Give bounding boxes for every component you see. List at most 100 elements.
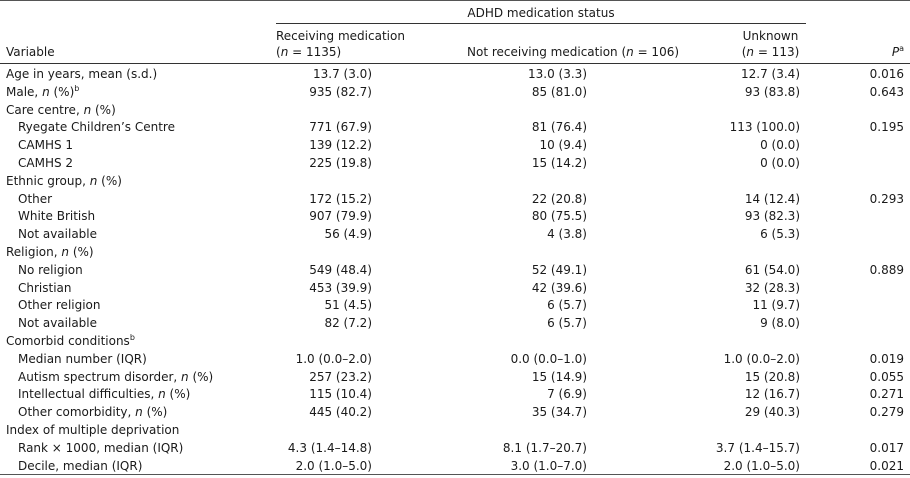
variable-header: Variable (6, 45, 55, 59)
cell-p-value: 0.016 (869, 67, 904, 81)
cell-unknown: 3.7 (1.4–15.7) (715, 440, 800, 455)
cell-not-receiving: 15 (14.9) (531, 369, 587, 384)
row-label: Not available (18, 316, 98, 331)
row-label: Comorbid conditionsb (6, 333, 135, 349)
row-label: Christian (18, 280, 72, 295)
cell-unknown: 1.0 (0.0–2.0) (723, 351, 800, 366)
cell-p-value: 0.889 (869, 262, 904, 277)
row-label: CAMHS 2 (18, 156, 74, 170)
cell-unknown: 0 (0.0) (760, 138, 800, 153)
cell-receiving: 445 (40.2) (309, 405, 372, 420)
header-rule (0, 63, 910, 64)
cell-unknown: 29 (40.3) (744, 405, 800, 420)
cell-not-receiving: 0.0 (0.0–1.0) (510, 351, 587, 366)
cell-receiving: 172 (15.2) (309, 191, 372, 206)
cell-not-receiving: 80 (75.5) (531, 209, 587, 224)
cell-p-value: 0.055 (869, 369, 904, 384)
cell-unknown: 15 (20.8) (744, 369, 800, 384)
cell-p-value: 0.195 (869, 120, 904, 135)
cell-unknown: 12.7 (3.4) (741, 67, 800, 81)
cell-p-value: 0.293 (869, 191, 904, 206)
cell-unknown: 113 (100.0) (729, 120, 800, 135)
cell-not-receiving: 85 (81.0) (531, 84, 587, 99)
row-label: Rank × 1000, median (IQR) (18, 440, 184, 455)
cell-not-receiving: 15 (14.2) (531, 156, 587, 170)
cell-unknown: 0 (0.0) (760, 156, 800, 170)
group-header: ADHD medication status (467, 6, 615, 20)
row-label: Intellectual difficulties, n (%) (18, 387, 191, 402)
cell-receiving: 139 (12.2) (309, 138, 372, 153)
row-label: White British (18, 209, 96, 224)
cell-p-value: 0.279 (869, 405, 904, 420)
cell-not-receiving: 35 (34.7) (531, 405, 587, 420)
cell-receiving: 453 (39.9) (309, 280, 372, 295)
row-label: Religion, n (%) (6, 245, 94, 259)
row-label: Ethnic group, n (%) (6, 173, 122, 188)
cell-unknown: 93 (83.8) (744, 84, 800, 99)
cell-not-receiving: 81 (76.4) (531, 120, 587, 135)
col2-header: Not receiving medication (n = 106) (467, 45, 680, 59)
row-label: Care centre, n (%) (6, 102, 116, 117)
col3-header-line2: (n = 113) (741, 45, 800, 59)
cell-not-receiving: 52 (49.1) (531, 262, 587, 277)
cell-unknown: 14 (12.4) (744, 191, 800, 206)
cell-p-value: 0.021 (869, 458, 904, 473)
row-label: Decile, median (IQR) (18, 458, 143, 473)
cell-not-receiving: 42 (39.6) (531, 280, 587, 295)
cell-receiving: 115 (10.4) (309, 387, 372, 402)
cell-receiving: 225 (19.8) (309, 156, 372, 170)
cell-receiving: 907 (79.9) (309, 209, 372, 224)
row-label: Autism spectrum disorder, n (%) (18, 369, 214, 384)
cell-unknown: 93 (82.3) (744, 209, 800, 224)
cell-receiving: 2.0 (1.0–5.0) (295, 458, 372, 473)
cell-p-value: 0.271 (869, 387, 904, 402)
row-label: Other religion (18, 298, 101, 313)
cell-receiving: 257 (23.2) (309, 369, 372, 384)
cell-not-receiving: 4 (3.8) (547, 227, 587, 242)
cell-unknown: 11 (9.7) (752, 298, 800, 313)
cell-unknown: 9 (8.0) (760, 316, 800, 331)
cell-unknown: 2.0 (1.0–5.0) (723, 458, 800, 473)
row-label: Ryegate Children’s Centre (18, 120, 175, 135)
cell-p-value: 0.019 (869, 351, 904, 366)
cell-p-value: 0.017 (869, 440, 904, 455)
row-label: Other (18, 191, 53, 206)
cell-receiving: 1.0 (0.0–2.0) (295, 351, 372, 366)
cell-not-receiving: 13.0 (3.3) (528, 67, 587, 81)
col1-header-line2: (n = 1135) (276, 45, 342, 59)
cell-receiving: 549 (48.4) (309, 262, 372, 277)
cell-unknown: 32 (28.3) (744, 280, 800, 295)
row-label: Age in years, mean (s.d.) (6, 67, 158, 81)
cell-receiving: 4.3 (1.4–14.8) (287, 440, 372, 455)
row-label: Male, n (%)b (6, 83, 80, 99)
cell-not-receiving: 6 (5.7) (547, 298, 587, 313)
col1-header-line1: Receiving medication (276, 29, 405, 43)
cell-receiving: 935 (82.7) (309, 84, 372, 99)
bottom-rule (0, 474, 910, 475)
row-label: Other comorbidity, n (%) (18, 405, 168, 420)
cell-not-receiving: 3.0 (1.0–7.0) (510, 458, 587, 473)
group-header-rule (276, 23, 806, 24)
row-label: CAMHS 1 (18, 138, 74, 153)
top-rule (0, 0, 910, 1)
cell-receiving: 771 (67.9) (309, 120, 372, 135)
row-label: Median number (IQR) (18, 351, 147, 366)
cell-p-value: 0.643 (869, 84, 904, 99)
cell-not-receiving: 6 (5.7) (547, 316, 587, 331)
row-label: Not available (18, 227, 98, 242)
cell-not-receiving: 10 (9.4) (539, 138, 587, 153)
cell-receiving: 56 (4.9) (324, 227, 372, 242)
p-header: Pa (891, 44, 904, 60)
col3-header-line1: Unknown (742, 29, 799, 43)
cell-unknown: 61 (54.0) (744, 262, 800, 277)
row-label: Index of multiple deprivation (6, 423, 180, 437)
cell-receiving: 82 (7.2) (324, 316, 372, 331)
cell-unknown: 12 (16.7) (744, 387, 800, 402)
row-label: No religion (18, 262, 83, 277)
cell-unknown: 6 (5.3) (760, 227, 800, 242)
cell-receiving: 13.7 (3.0) (313, 67, 372, 81)
cell-not-receiving: 8.1 (1.7–20.7) (502, 440, 587, 455)
cell-not-receiving: 7 (6.9) (547, 387, 587, 402)
cell-receiving: 51 (4.5) (324, 298, 372, 313)
